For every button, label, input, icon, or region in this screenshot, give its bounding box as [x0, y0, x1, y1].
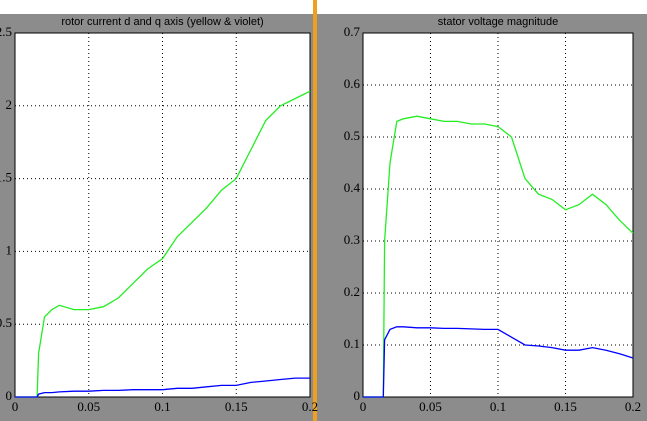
plot-area: [362, 32, 634, 398]
y-tick-label: 0: [6, 388, 13, 403]
data-line: [15, 90, 311, 398]
chart-title: rotor current d and q axis (yellow & vio…: [61, 16, 263, 28]
data-line: [15, 377, 310, 398]
x-tick-label: 0: [12, 399, 19, 414]
x-tick-label: 0.15: [225, 399, 248, 414]
y-tick-label: 0.1: [344, 336, 360, 351]
y-tick-label: 0.4: [344, 180, 361, 195]
x-tick-label: 0.2: [302, 399, 318, 414]
y-tick-label: 0.5: [0, 315, 12, 330]
x-tick-label: 0.15: [554, 399, 577, 414]
x-tick-label: 0.05: [77, 399, 100, 414]
y-tick-label: 1: [6, 242, 13, 257]
y-tick-label: 1.5: [0, 170, 12, 185]
separator: [313, 0, 317, 421]
x-tick-label: 0.1: [154, 399, 170, 414]
x-tick-label: 0.05: [419, 399, 442, 414]
y-tick-label: 2.5: [0, 24, 12, 39]
top-band: [0, 0, 647, 14]
y-tick-label: 0.3: [344, 232, 360, 247]
y-tick-label: 0.6: [344, 76, 361, 91]
y-tick-label: 0.7: [344, 24, 361, 39]
x-tick-label: 0: [360, 399, 367, 414]
x-tick-label: 0.1: [490, 399, 506, 414]
plot-area: [14, 32, 311, 398]
y-tick-label: 0.5: [344, 128, 360, 143]
y-tick-label: 0.2: [344, 284, 360, 299]
data-line: [363, 115, 634, 398]
y-tick-label: 0: [354, 388, 361, 403]
x-tick-label: 0.2: [625, 399, 641, 414]
y-tick-label: 2: [6, 97, 13, 112]
chart-title: stator voltage magnitude: [438, 16, 558, 28]
data-line: [363, 326, 634, 398]
